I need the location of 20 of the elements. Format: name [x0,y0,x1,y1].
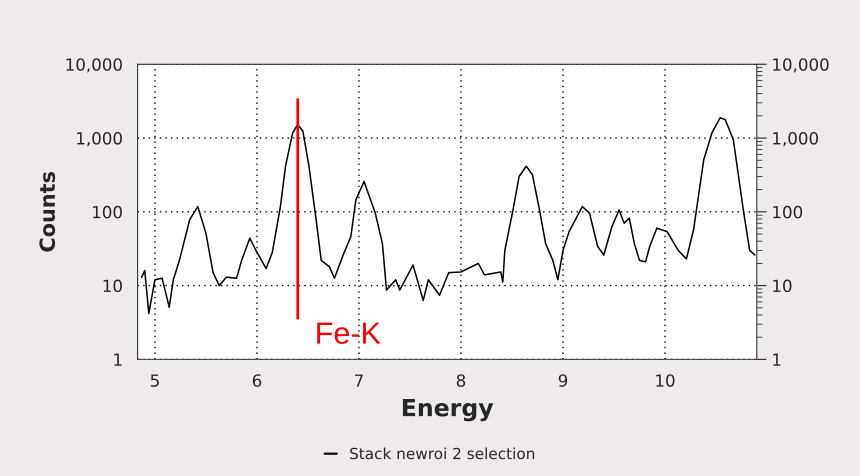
y-axis-title: Counts [39,172,56,252]
y-tick-label: 10,000 [66,58,122,73]
x-axis-title: Energy [402,398,494,422]
text: 1,000 [773,132,818,146]
text: 100 [773,206,802,218]
ref-line-label: Fe-K [317,322,381,344]
x-tick-label: 5 [150,374,159,387]
y-tick-label: 1,000 [77,132,122,146]
text: 1 [773,354,780,366]
y-tick-label: 10 [104,280,122,292]
x-tick-label: 9 [558,374,568,387]
legend-label: Stack newroi 2 selection [350,447,534,460]
y-tick-label: 100 [93,206,122,218]
x-tick-label: 10 [656,374,674,387]
text: 10 [773,280,792,292]
x-tick-label: 8 [456,374,466,387]
text: 10,000 [773,58,829,73]
x-tick-label: 7 [355,374,363,387]
y-tick-label: 1 [114,354,122,366]
x-tick-label: 6 [252,374,262,387]
